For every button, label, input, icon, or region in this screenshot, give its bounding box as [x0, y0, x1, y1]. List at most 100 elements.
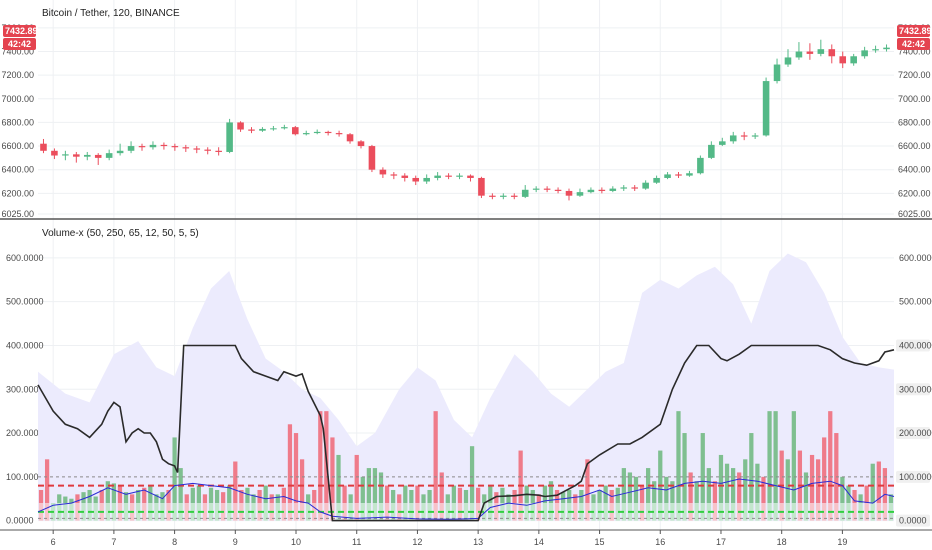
candle-body — [270, 128, 277, 130]
candle-body — [379, 169, 387, 175]
blue-signal-line — [37, 478, 895, 520]
time-axis[interactable]: 6 7 8 9 10 11 12 13 14 15 16 17 18 19 — [51, 530, 848, 547]
volume-tick-badge — [896, 427, 930, 440]
volume-tick-label: 500.0000 — [899, 297, 932, 307]
volume-bar-base — [93, 503, 98, 521]
volume-y-axis-left: 600.0000 500.0000 400.0000 300.0000 200.0000… — [6, 253, 44, 526]
candle-body — [226, 122, 233, 152]
volume-bar — [123, 492, 129, 504]
candle-body — [412, 177, 420, 182]
candle-body — [762, 81, 770, 136]
volume-bar — [639, 485, 645, 504]
volume-tick-badge — [896, 339, 930, 352]
volume-bar — [603, 485, 608, 504]
time-tick-label: 15 — [595, 537, 605, 547]
candle-body — [401, 175, 409, 178]
volume-bar — [567, 489, 572, 504]
candle-body — [204, 149, 211, 151]
volume-bar-base — [573, 503, 578, 521]
candle-body — [324, 131, 332, 134]
candle-body — [653, 177, 660, 183]
volume-bar-base — [202, 503, 208, 521]
volume-bar-base — [773, 503, 778, 521]
volume-bar-base — [852, 503, 857, 521]
candle-body — [171, 146, 179, 148]
volume-bar — [172, 437, 177, 504]
candle-body — [456, 175, 463, 177]
volume-bar — [457, 487, 463, 504]
volume-bar — [743, 459, 748, 504]
candle-body — [478, 177, 485, 196]
candle-body — [784, 57, 792, 65]
candle-body — [642, 182, 649, 189]
candle-body — [445, 175, 452, 177]
volume-bar — [214, 489, 220, 504]
volume-bar-base — [603, 503, 608, 521]
volume-bar-base — [724, 503, 730, 521]
volume-bar — [221, 492, 226, 504]
volume-bar-base — [554, 503, 560, 521]
volume-bar — [136, 489, 141, 504]
volume-bar-base — [184, 503, 189, 521]
volume-bar-base — [403, 503, 408, 521]
volume-bar — [154, 494, 159, 504]
volume-bar — [658, 450, 663, 504]
candle-body — [697, 157, 704, 174]
candle-body — [664, 174, 671, 178]
volume-bar — [676, 411, 681, 504]
volume-bar-base — [275, 503, 280, 521]
volume-bar-base — [263, 503, 268, 521]
volume-bar-base — [633, 503, 639, 521]
volume-bar-base — [433, 503, 438, 521]
time-tick-label: 17 — [716, 537, 726, 547]
volume-bar — [554, 489, 560, 504]
price-tick-label: 6800.00 — [898, 117, 931, 127]
candle-body — [817, 49, 825, 54]
volume-bar — [463, 489, 469, 504]
price-pane[interactable]: Bitcoin / Tether, 120, BINANCE 7600.0074… — [1, 8, 931, 219]
volume-bar-base — [445, 503, 450, 521]
volume-bar — [451, 485, 456, 504]
black-oscillator-line — [37, 344, 895, 522]
price-tick-label: 7400.00 — [1, 47, 34, 57]
volume-tick-badge — [896, 383, 930, 396]
volume-bar — [306, 494, 311, 504]
time-tick-label: 13 — [473, 537, 483, 547]
volume-bar — [433, 411, 438, 504]
candle-body — [500, 195, 507, 197]
time-tick-label: 9 — [233, 537, 238, 547]
volume-bar — [530, 489, 535, 504]
time-tick-label: 6 — [51, 537, 56, 547]
volume-bar-base — [494, 503, 499, 521]
candle-body — [740, 135, 748, 137]
time-tick-label: 16 — [655, 537, 665, 547]
candle-body — [281, 127, 288, 129]
svg-text:7432.89: 7432.89 — [5, 26, 38, 36]
volume-bar — [536, 494, 541, 504]
volume-bar-base — [615, 503, 620, 521]
last-price-badge-left: 7432.89 42:42 — [3, 25, 38, 50]
time-tick-label: 18 — [777, 537, 787, 547]
volume-bar — [670, 481, 675, 504]
candle-body — [248, 129, 255, 131]
price-tick-label: 7000.00 — [898, 94, 931, 104]
volume-bar — [63, 496, 68, 504]
volume-bar — [360, 476, 365, 504]
volume-tick-label: 200.0000 — [6, 428, 44, 438]
candle-body — [357, 141, 365, 147]
volume-bar — [57, 494, 62, 504]
volume-bar-base — [245, 503, 250, 521]
volume-bar — [233, 461, 238, 504]
volume-bar — [208, 487, 214, 504]
volume-bar — [591, 494, 596, 504]
time-tick-label: 12 — [412, 537, 422, 547]
candle-body — [587, 189, 595, 193]
volume-bar-base — [354, 503, 359, 521]
volume-tick-badge — [896, 514, 930, 527]
volume-pane[interactable]: Volume-x (50, 250, 65, 12, 50, 5, 5) 600… — [6, 228, 932, 527]
time-tick-label: 10 — [291, 537, 301, 547]
candle-body — [368, 146, 376, 170]
time-tick-label: 11 — [352, 537, 361, 547]
volume-tick-label: 500.0000 — [6, 297, 44, 307]
